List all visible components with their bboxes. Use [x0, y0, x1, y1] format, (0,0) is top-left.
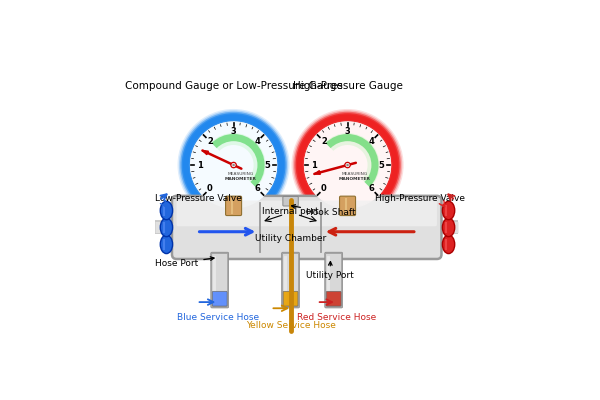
- FancyBboxPatch shape: [281, 252, 299, 308]
- FancyBboxPatch shape: [176, 200, 437, 226]
- Circle shape: [346, 164, 349, 166]
- Text: Compound Gauge or Low-Pressure Gauge: Compound Gauge or Low-Pressure Gauge: [125, 81, 343, 91]
- FancyBboxPatch shape: [172, 196, 442, 259]
- Text: Utility Port: Utility Port: [306, 262, 354, 280]
- Wedge shape: [211, 133, 266, 188]
- Polygon shape: [314, 171, 320, 174]
- Circle shape: [347, 164, 348, 166]
- Text: 2: 2: [321, 137, 327, 146]
- Text: 0: 0: [207, 184, 213, 193]
- Text: 1: 1: [197, 160, 203, 170]
- Ellipse shape: [160, 235, 173, 254]
- Text: High-Pressure Gauge: High-Pressure Gauge: [293, 81, 403, 91]
- Ellipse shape: [160, 201, 173, 220]
- Text: 4: 4: [368, 137, 374, 146]
- Circle shape: [305, 122, 391, 208]
- Text: Hook Shaft: Hook Shaft: [292, 205, 356, 217]
- Ellipse shape: [160, 218, 173, 237]
- Circle shape: [233, 164, 234, 166]
- FancyBboxPatch shape: [283, 254, 299, 306]
- FancyBboxPatch shape: [283, 196, 298, 206]
- Text: 6: 6: [368, 184, 374, 193]
- Text: Yellow Service Hose: Yellow Service Hose: [245, 320, 335, 330]
- FancyBboxPatch shape: [211, 252, 229, 308]
- Text: MEASURING: MEASURING: [341, 172, 368, 176]
- Text: Utility Chamber: Utility Chamber: [255, 234, 326, 243]
- Text: Low-Pressure Valve: Low-Pressure Valve: [155, 194, 242, 204]
- Text: 5: 5: [264, 160, 270, 170]
- Text: MANOMETER: MANOMETER: [225, 177, 257, 181]
- FancyBboxPatch shape: [326, 254, 341, 306]
- Text: 3: 3: [231, 127, 236, 136]
- Circle shape: [232, 164, 235, 166]
- FancyBboxPatch shape: [340, 196, 356, 216]
- Circle shape: [345, 162, 350, 168]
- Text: High-Pressure Valve: High-Pressure Valve: [375, 194, 465, 204]
- Ellipse shape: [442, 201, 455, 220]
- Text: 5: 5: [378, 160, 384, 170]
- Circle shape: [191, 122, 277, 208]
- FancyBboxPatch shape: [283, 291, 298, 306]
- Text: Blue Service Hose: Blue Service Hose: [177, 313, 259, 322]
- FancyBboxPatch shape: [212, 254, 228, 306]
- Text: 0: 0: [321, 184, 327, 193]
- FancyBboxPatch shape: [325, 252, 343, 308]
- Polygon shape: [202, 150, 208, 155]
- Text: 4: 4: [254, 137, 260, 146]
- FancyBboxPatch shape: [326, 291, 341, 306]
- Text: MANOMETER: MANOMETER: [339, 177, 371, 181]
- Wedge shape: [326, 134, 379, 187]
- Text: Hose Port: Hose Port: [155, 257, 214, 268]
- Text: Internal port: Internal port: [262, 207, 319, 216]
- Wedge shape: [212, 134, 265, 187]
- Circle shape: [231, 162, 236, 168]
- Ellipse shape: [442, 218, 455, 237]
- FancyBboxPatch shape: [212, 291, 227, 306]
- Text: 1: 1: [311, 160, 317, 170]
- Text: 2: 2: [207, 137, 213, 146]
- Text: MEASURING: MEASURING: [227, 172, 254, 176]
- FancyBboxPatch shape: [226, 196, 242, 216]
- Text: 3: 3: [344, 127, 350, 136]
- Ellipse shape: [442, 235, 455, 254]
- Text: 6: 6: [254, 184, 260, 193]
- Wedge shape: [325, 133, 380, 188]
- Text: Red Service Hose: Red Service Hose: [297, 313, 376, 322]
